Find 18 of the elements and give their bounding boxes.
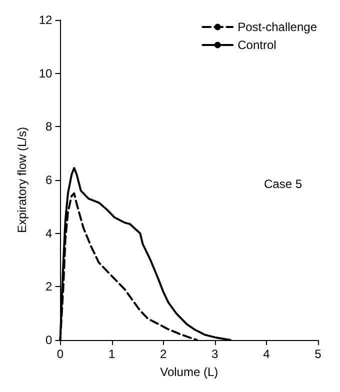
y-tick-label: 6 <box>46 173 53 187</box>
x-tick-label: 0 <box>56 347 64 361</box>
x-tick-label: 1 <box>108 347 116 361</box>
x-axis-title: Volume (L) <box>160 365 218 379</box>
y-tick-label: 0 <box>46 333 53 347</box>
x-tick-label: 4 <box>263 347 270 361</box>
annotation: Case 5 <box>264 177 302 191</box>
x-tick-label: 3 <box>212 347 219 361</box>
y-tick-label: 4 <box>46 226 53 240</box>
legend-label: Post-challenge <box>238 20 318 34</box>
y-tick-label: 12 <box>38 13 53 27</box>
x-tick-label: 5 <box>314 347 322 361</box>
y-tick-label: 2 <box>46 280 53 294</box>
y-tick-label: 10 <box>38 66 53 80</box>
y-axis-title: Expiratory flow (L/s) <box>15 126 29 234</box>
legend-label: Control <box>238 38 276 52</box>
y-tick-label: 8 <box>46 120 53 134</box>
x-tick-label: 2 <box>160 347 168 361</box>
